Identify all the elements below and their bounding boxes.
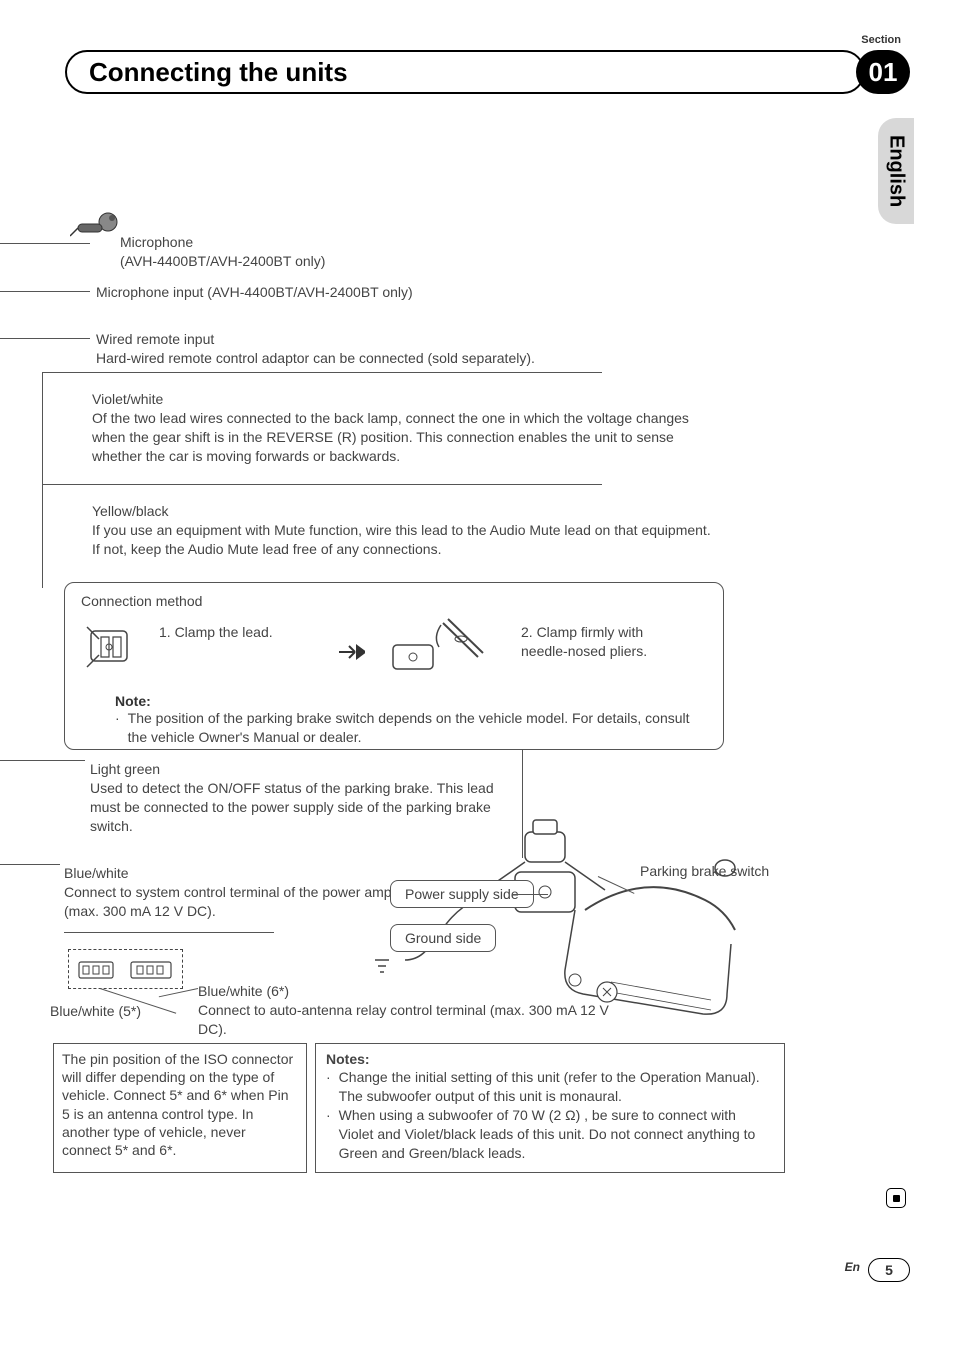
step2-text: 2. Clamp firmly with needle-nosed pliers… bbox=[521, 617, 671, 661]
notes-box: Notes: · Change the initial setting of t… bbox=[315, 1043, 785, 1173]
leader-line bbox=[0, 243, 90, 244]
bullet-icon: · bbox=[115, 709, 120, 747]
leader-line bbox=[0, 291, 90, 292]
wired-remote-desc: Hard-wired remote control adaptor can be… bbox=[96, 350, 535, 366]
microphone-sub: (AVH-4400BT/AVH-2400BT only) bbox=[120, 253, 325, 269]
blue-white-callout: Blue/white Connect to system control ter… bbox=[64, 864, 394, 921]
microphone-label: Microphone bbox=[120, 234, 193, 250]
section-label: Section bbox=[861, 34, 901, 46]
parking-brake-switch-label: Parking brake switch bbox=[640, 862, 770, 881]
leader-line bbox=[0, 760, 85, 761]
blue-white-5-label: Blue/white (5*) bbox=[50, 1002, 170, 1021]
blue-white-desc: Connect to system control terminal of th… bbox=[64, 884, 392, 919]
iso-note-text: The pin position of the ISO connector wi… bbox=[62, 1051, 293, 1158]
microphone-icon bbox=[70, 210, 120, 240]
manual-page: Connecting the units Section 01 English … bbox=[0, 0, 954, 1352]
notes-item-2: When using a subwoofer of 70 W (2 Ω) , b… bbox=[339, 1106, 774, 1163]
bullet-icon: · bbox=[326, 1106, 331, 1163]
language-tab: English bbox=[878, 118, 914, 224]
end-of-section-icon bbox=[886, 1188, 906, 1208]
mic-input-callout: Microphone input (AVH-4400BT/AVH-2400BT … bbox=[96, 283, 596, 302]
connection-method-box: Connection method 1. Clamp the lead. bbox=[64, 582, 724, 750]
connection-method-title: Connection method bbox=[81, 593, 707, 609]
leader-line bbox=[0, 338, 90, 339]
violet-white-label: Violet/white bbox=[92, 391, 163, 407]
clamp-icon-2 bbox=[383, 617, 503, 687]
blue-white-6-desc: Connect to auto-antenna relay control te… bbox=[198, 1002, 609, 1037]
violet-white-desc: Of the two lead wires connected to the b… bbox=[92, 410, 689, 464]
arrow-right-icon bbox=[337, 642, 365, 662]
iso-connector-icon bbox=[68, 949, 183, 989]
microphone-callout: Microphone (AVH-4400BT/AVH-2400BT only) bbox=[120, 233, 540, 271]
iso-note-box: The pin position of the ISO connector wi… bbox=[53, 1043, 307, 1173]
language-label: English bbox=[885, 135, 908, 207]
divider-line bbox=[42, 372, 602, 373]
mic-input-text: Microphone input (AVH-4400BT/AVH-2400BT … bbox=[96, 284, 413, 300]
blue-white-6-callout: Blue/white (6*) Connect to auto-antenna … bbox=[198, 982, 618, 1039]
section-number-badge: 01 bbox=[856, 50, 910, 94]
notes-title: Notes: bbox=[326, 1050, 774, 1068]
yellow-black-label: Yellow/black bbox=[92, 503, 169, 519]
bullet-icon: · bbox=[326, 1068, 331, 1106]
step1-text: 1. Clamp the lead. bbox=[159, 617, 319, 642]
blue-white-6-label: Blue/white (6*) bbox=[198, 983, 289, 999]
ground-side-label: Ground side bbox=[390, 924, 496, 952]
page-title: Connecting the units bbox=[89, 57, 348, 88]
note-label: Note: bbox=[115, 693, 707, 709]
yellow-black-callout: Yellow/black If you use an equipment wit… bbox=[92, 502, 712, 559]
divider-line bbox=[64, 932, 274, 933]
leader-line bbox=[512, 894, 548, 895]
yellow-black-desc: If you use an equipment with Mute functi… bbox=[92, 522, 711, 557]
violet-white-callout: Violet/white Of the two lead wires conne… bbox=[92, 390, 712, 466]
footer-language: En bbox=[845, 1260, 860, 1274]
divider-line bbox=[42, 484, 602, 485]
page-number: 5 bbox=[868, 1258, 910, 1282]
note-text: The position of the parking brake switch… bbox=[128, 709, 707, 747]
blue-white-label: Blue/white bbox=[64, 865, 129, 881]
leader-line bbox=[0, 864, 60, 865]
clamp-icon-1 bbox=[81, 617, 141, 677]
page-title-pill: Connecting the units bbox=[65, 50, 865, 94]
notes-item-1: Change the initial setting of this unit … bbox=[339, 1068, 774, 1106]
wired-remote-label: Wired remote input bbox=[96, 331, 214, 347]
wired-remote-callout: Wired remote input Hard-wired remote con… bbox=[96, 330, 656, 368]
light-green-label: Light green bbox=[90, 761, 160, 777]
bracket-line bbox=[42, 372, 43, 588]
